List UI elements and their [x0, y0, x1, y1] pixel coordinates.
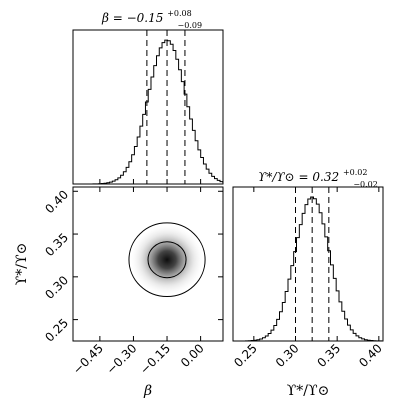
beta-title-text: β = −0.15: [101, 11, 163, 25]
upsilon-xtick-label-0: 0.25: [231, 341, 260, 370]
upsilon-hist-panel: [232, 186, 384, 342]
beta-title-sub: −0.09: [178, 21, 203, 30]
upsilon-xtick-label-2: 0.35: [314, 341, 343, 370]
joint-density: [130, 224, 204, 295]
upsilon-xlabel: ϒ*/ϒ⊙: [287, 383, 330, 399]
upsilon-histogram: [245, 196, 384, 342]
contour-outer: [128, 222, 206, 298]
beta-quantile-lines: [146, 30, 186, 184]
contour-inner: [147, 241, 187, 279]
beta-xtick-label-3: 0.00: [178, 341, 207, 370]
beta-xtick-label-1: −0.30: [104, 341, 140, 377]
upsilon-ytick-label-1: 0.30: [42, 273, 71, 302]
upsilon-title-text: ϒ*/ϒ⊙ = 0.32: [258, 170, 339, 184]
beta-title-sup: +0.08: [167, 9, 192, 18]
beta-xlabel: β: [143, 383, 152, 399]
beta-hist-panel: [72, 29, 224, 185]
upsilon-ytick-label-0: 0.25: [42, 316, 71, 345]
upsilon-title-sub: −0.02: [353, 180, 378, 189]
upsilon-ytick-label-2: 0.35: [42, 230, 71, 259]
upsilon-quantile-lines: [295, 187, 330, 341]
upsilon-ytick-label-3: 0.40: [42, 187, 71, 216]
beta-histogram: [81, 39, 224, 185]
upsilon-xtick-label-3: 0.40: [356, 341, 385, 370]
upsilon-title: ϒ*/ϒ⊙ = 0.32 +0.02 −0.02: [258, 164, 378, 189]
beta-xtick-label-0: −0.45: [70, 341, 106, 377]
beta-title: β = −0.15 +0.08 −0.09: [101, 5, 202, 30]
beta-xtick-label-2: −0.15: [137, 341, 173, 377]
upsilon-xtick-label-1: 0.30: [273, 341, 302, 370]
upsilon-ylabel: ϒ*/ϒ⊙: [14, 243, 30, 286]
upsilon-title-sup: +0.02: [343, 168, 368, 177]
